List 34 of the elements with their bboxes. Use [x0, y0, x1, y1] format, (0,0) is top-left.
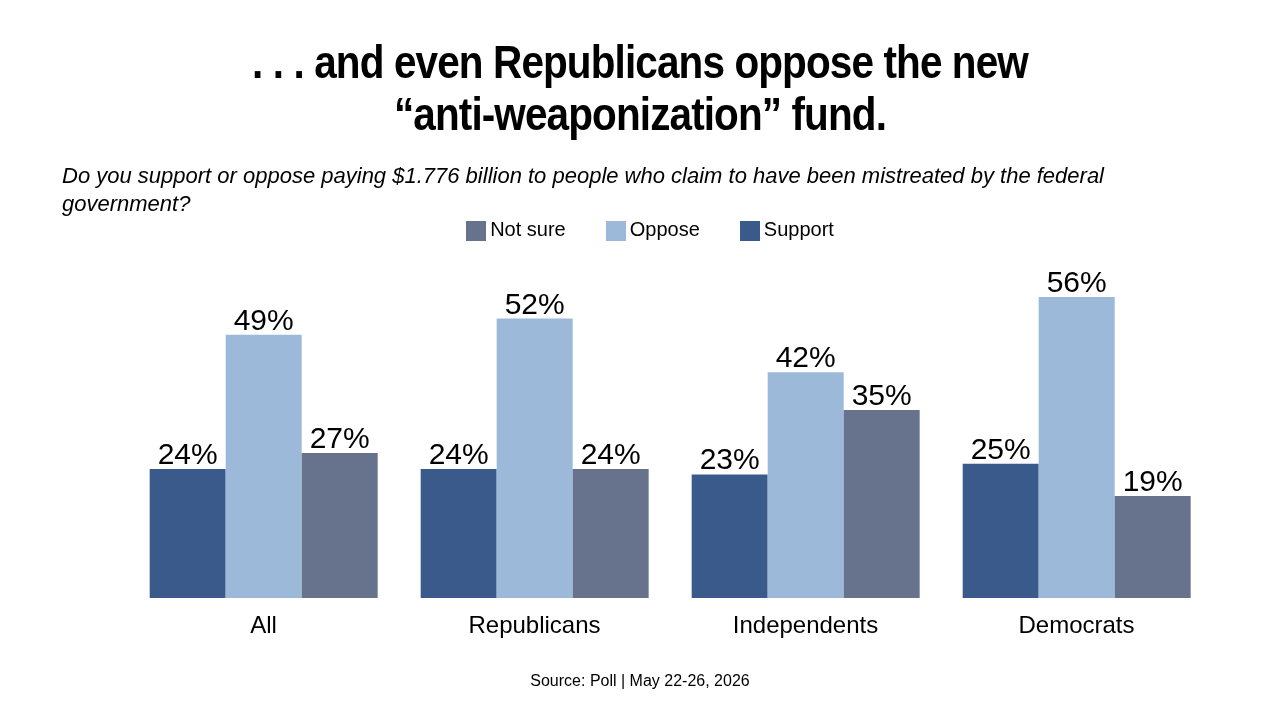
- bar: [301, 452, 378, 598]
- bar: [691, 474, 768, 598]
- bar: [843, 409, 920, 598]
- chart-title: . . . and even Republicans oppose the new “anti-weaponization” fund.: [251, 35, 1030, 140]
- bar: [1038, 297, 1115, 598]
- x-tick-label: All: [250, 611, 277, 639]
- data-label: 24%: [157, 437, 218, 471]
- legend-label: Not sure: [490, 218, 566, 240]
- data-label: 49%: [233, 302, 294, 336]
- bar: [496, 318, 573, 598]
- data-label: 24%: [580, 437, 641, 471]
- bar: [149, 469, 226, 598]
- x-tick-label: Republicans: [468, 611, 601, 639]
- data-label: 24%: [428, 437, 489, 471]
- bar: [225, 334, 302, 598]
- bar: [962, 463, 1039, 598]
- data-label: 25%: [970, 431, 1031, 465]
- legend-label: Oppose: [629, 218, 700, 240]
- data-label: 35%: [851, 377, 912, 411]
- data-label: 23%: [699, 442, 760, 476]
- data-label: 27%: [309, 420, 370, 454]
- chart-subtitle: Do you support or oppose paying $1.776 billion to people who claim to have been mistreated by the federal government?: [62, 162, 1106, 218]
- source-note: Source: Poll | May 22-26, 2026: [529, 672, 751, 690]
- bar: [572, 469, 649, 598]
- x-tick-label: Independents: [732, 611, 879, 639]
- data-label: 19%: [1122, 463, 1183, 497]
- x-tick-label: Democrats: [1018, 611, 1135, 639]
- legend-label: Support: [763, 218, 834, 240]
- data-label: 52%: [504, 286, 565, 320]
- bar: [767, 372, 844, 598]
- bar: [420, 469, 497, 598]
- data-label: 42%: [775, 340, 836, 374]
- data-label: 56%: [1046, 265, 1107, 299]
- bar: [1114, 495, 1191, 598]
